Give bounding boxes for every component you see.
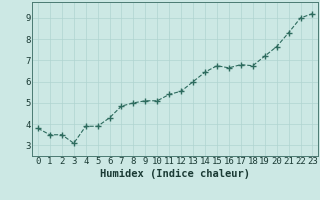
X-axis label: Humidex (Indice chaleur): Humidex (Indice chaleur): [100, 169, 250, 179]
